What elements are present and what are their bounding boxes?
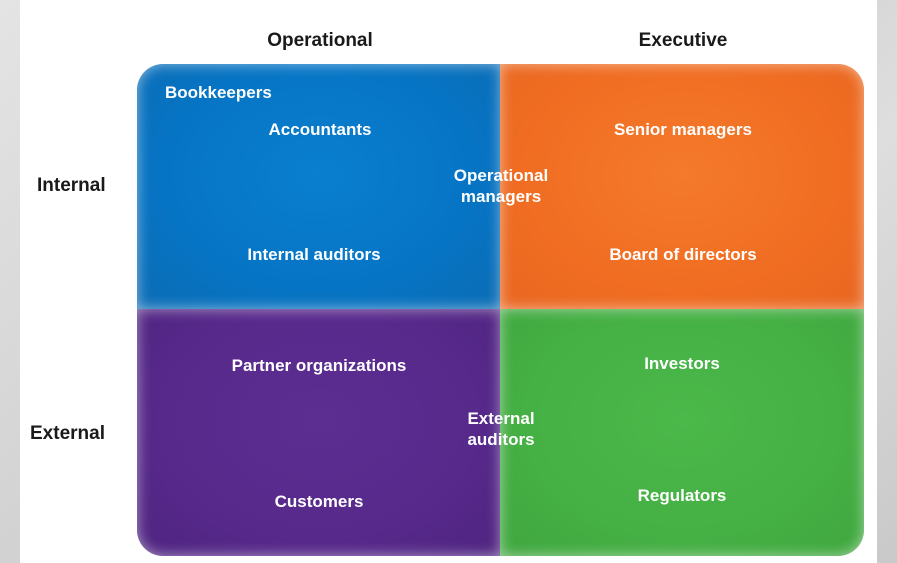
quadrant-external-operational (137, 309, 501, 556)
label-customers: Customers (274, 492, 364, 511)
column-header-executive: Executive (638, 30, 728, 51)
label-partner-organizations: Partner organizations (231, 356, 407, 375)
label-internal-auditors: Internal auditors (247, 245, 381, 264)
label-investors: Investors (644, 354, 720, 373)
label-operational-managers: Operational managers (421, 165, 581, 207)
column-header-operational: Operational (267, 30, 373, 51)
label-senior-managers: Senior managers (614, 120, 752, 139)
quadrant-external-executive (500, 309, 864, 556)
label-operational-managers-line1: Operational (453, 166, 549, 185)
quadrant-internal-operational (137, 64, 501, 309)
label-operational-managers-line2: managers (460, 187, 542, 206)
label-external-auditors: External auditors (421, 408, 581, 450)
row-header-internal: Internal (37, 175, 106, 196)
label-bookkeepers: Bookkeepers (165, 83, 272, 102)
quadrant-internal-executive (500, 64, 864, 309)
label-board-of-directors: Board of directors (609, 245, 757, 264)
label-regulators: Regulators (637, 486, 727, 505)
label-accountants: Accountants (268, 120, 372, 139)
row-header-external: External (30, 423, 105, 444)
label-external-auditors-line2: auditors (467, 430, 535, 449)
label-external-auditors-line1: External (467, 409, 535, 428)
